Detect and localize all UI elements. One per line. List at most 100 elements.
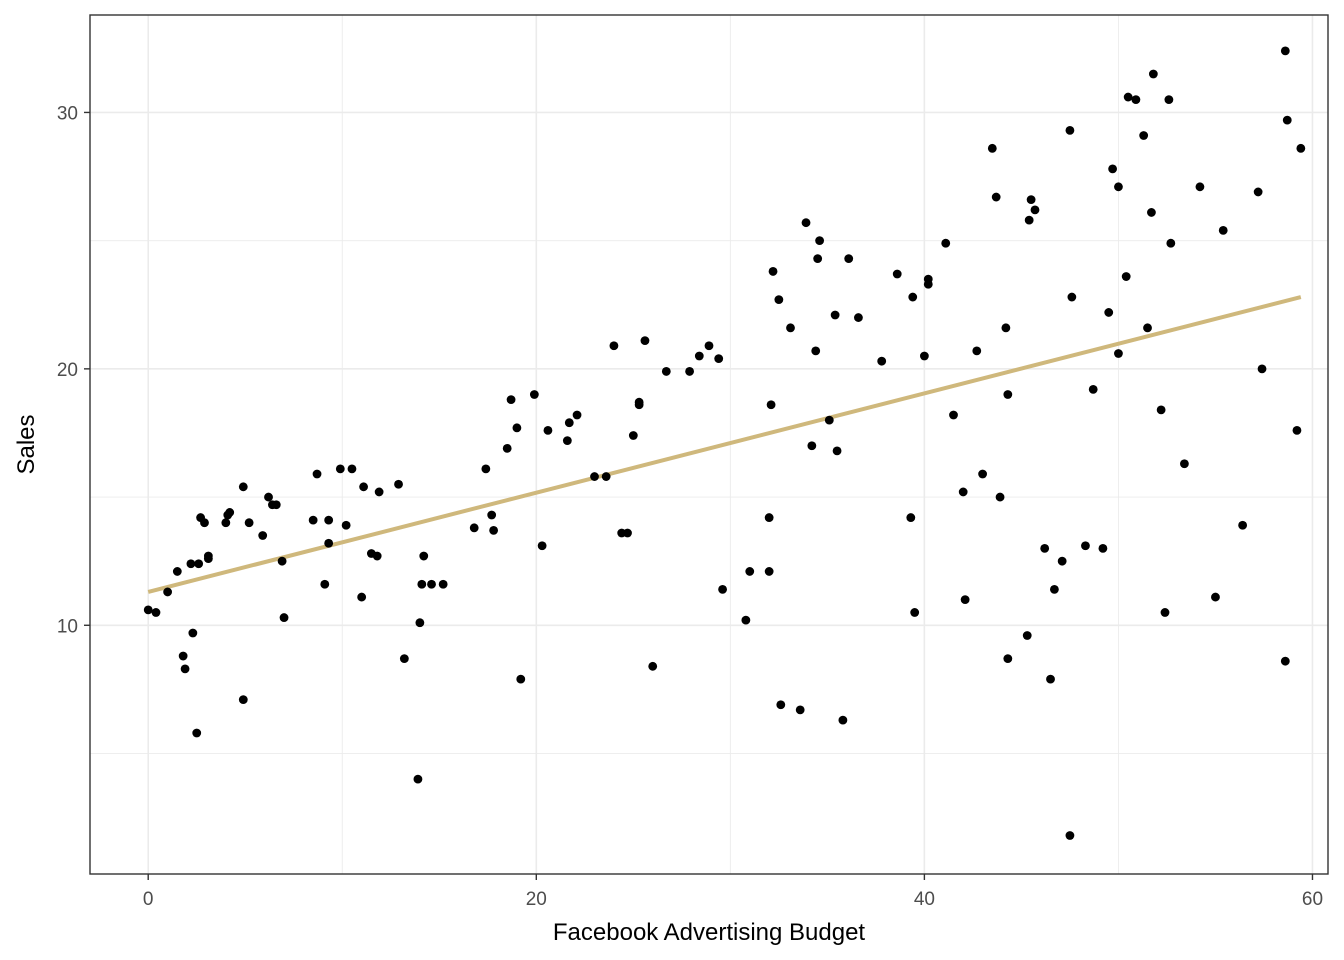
x-tick-label: 20: [526, 889, 547, 910]
data-point: [1065, 831, 1075, 840]
data-point: [1148, 69, 1158, 79]
data-point: [341, 520, 351, 530]
data-point: [374, 487, 384, 497]
data-point: [192, 728, 202, 738]
y-tick-label: 30: [57, 103, 78, 124]
data-point: [1280, 46, 1290, 56]
data-point: [991, 192, 1001, 202]
data-point: [1292, 425, 1302, 435]
data-point: [694, 351, 704, 361]
data-point: [562, 436, 572, 446]
data-point: [151, 608, 161, 617]
data-point: [1280, 656, 1290, 666]
data-point: [960, 595, 970, 605]
data-point: [1026, 195, 1036, 205]
data-point: [1022, 631, 1032, 640]
x-tick-label: 40: [914, 889, 935, 910]
data-point: [200, 518, 209, 528]
data-point: [1160, 608, 1170, 617]
grid-lines: [90, 15, 1328, 874]
data-point: [1024, 215, 1034, 225]
data-point: [838, 715, 848, 725]
data-point: [1046, 674, 1055, 684]
data-point: [399, 654, 409, 664]
data-point: [178, 651, 188, 661]
data-point: [776, 700, 786, 710]
data-point: [143, 605, 153, 615]
data-point: [203, 554, 213, 564]
data-point: [438, 579, 448, 589]
data-point: [801, 218, 811, 228]
data-point: [1238, 520, 1248, 530]
data-point: [628, 431, 638, 440]
data-point: [830, 310, 840, 320]
data-point: [537, 541, 547, 551]
data-point: [172, 567, 182, 576]
data-point: [394, 479, 403, 489]
data-point: [271, 500, 281, 510]
y-tick-label: 10: [57, 616, 78, 637]
data-point: [413, 774, 423, 784]
data-point: [978, 469, 988, 479]
data-point: [766, 400, 776, 410]
data-point: [609, 341, 619, 351]
data-point: [279, 613, 289, 622]
data-point: [357, 592, 367, 602]
data-point: [417, 579, 427, 589]
data-point: [634, 397, 644, 407]
data-point: [564, 418, 574, 428]
data-point: [1003, 654, 1013, 664]
data-point: [601, 472, 611, 481]
data-point: [949, 410, 958, 420]
trend-line: [147, 295, 1302, 594]
data-point: [572, 410, 582, 420]
data-point: [1040, 543, 1050, 553]
x-axis-title: Facebook Advertising Budget: [553, 919, 866, 946]
data-point: [648, 661, 658, 671]
data-point: [704, 341, 714, 351]
data-point: [1296, 143, 1306, 153]
data-point: [741, 615, 751, 625]
y-axis-title: Sales: [13, 414, 40, 474]
data-point: [1121, 272, 1131, 281]
data-point: [640, 336, 650, 346]
data-point: [908, 292, 918, 302]
data-point: [506, 395, 516, 405]
data-point: [906, 513, 916, 522]
data-point: [892, 269, 902, 279]
data-point: [1003, 390, 1013, 399]
data-point: [277, 556, 287, 566]
data-point: [469, 523, 479, 533]
data-point: [308, 515, 318, 525]
data-point: [359, 482, 369, 492]
data-point: [320, 579, 330, 589]
data-point: [489, 526, 499, 535]
data-point: [910, 608, 920, 617]
data-point: [714, 354, 724, 363]
trend-line-group: [147, 295, 1302, 594]
data-point: [163, 587, 173, 597]
data-point: [419, 551, 429, 561]
data-point: [347, 464, 357, 474]
data-point: [487, 510, 497, 520]
data-point: [923, 274, 933, 284]
data-point: [481, 464, 491, 474]
data-point: [1049, 584, 1059, 594]
data-point: [958, 487, 968, 497]
data-point: [811, 346, 821, 356]
data-point: [1143, 323, 1152, 333]
data-point: [854, 313, 863, 322]
x-tick-label: 0: [143, 889, 154, 910]
x-tick-label: 60: [1302, 889, 1323, 910]
data-point: [1108, 164, 1118, 174]
data-point: [1211, 592, 1220, 602]
data-point: [1218, 225, 1228, 235]
data-point: [1131, 95, 1141, 105]
axes: 0 20 40 60 10 20 30: [57, 103, 1323, 910]
data-point: [335, 464, 345, 474]
data-point: [1139, 131, 1149, 140]
data-point: [590, 472, 599, 481]
data-point: [764, 513, 774, 522]
data-point: [264, 492, 273, 502]
data-point: [1180, 459, 1189, 469]
